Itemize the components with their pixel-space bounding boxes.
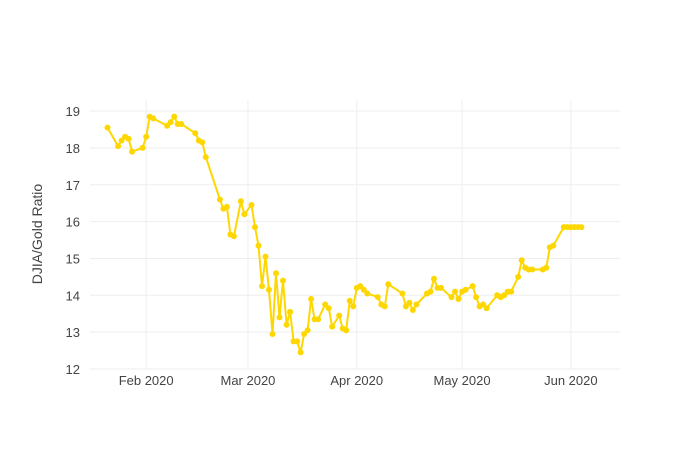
data-point[interactable] [269, 331, 276, 337]
data-point[interactable] [438, 284, 444, 291]
data-point[interactable] [329, 323, 336, 330]
data-point[interactable] [115, 143, 122, 150]
data-point[interactable] [283, 321, 290, 328]
data-point[interactable] [178, 121, 185, 127]
data-point[interactable] [550, 242, 557, 249]
data-point[interactable] [346, 297, 353, 304]
data-point[interactable] [230, 233, 237, 240]
data-point[interactable] [276, 314, 283, 321]
data-point[interactable] [483, 305, 490, 312]
data-point[interactable] [508, 288, 515, 295]
data-point[interactable] [171, 113, 178, 120]
data-point[interactable] [315, 316, 322, 323]
data-point[interactable] [399, 290, 406, 297]
data-point[interactable] [252, 224, 258, 231]
y-axis: 12 13 14 15 16 17 18 19 [66, 104, 80, 377]
series-line [106, 115, 582, 354]
y-tick-label: 15 [66, 251, 80, 266]
data-point[interactable] [167, 119, 174, 126]
data-point[interactable] [192, 130, 199, 137]
data-point[interactable] [336, 312, 343, 319]
data-point[interactable] [237, 198, 244, 205]
x-tick-label: May 2020 [434, 373, 491, 388]
data-point[interactable] [427, 288, 434, 295]
x-tick-label: Feb 2020 [119, 373, 174, 388]
data-point[interactable] [280, 277, 286, 284]
data-point[interactable] [374, 294, 381, 301]
y-tick-label: 19 [66, 104, 80, 119]
data-point[interactable] [266, 286, 272, 293]
data-point[interactable] [473, 294, 480, 301]
data-point[interactable] [462, 286, 469, 293]
data-point[interactable] [325, 305, 332, 312]
data-point[interactable] [385, 281, 392, 288]
grid-layer [90, 100, 620, 370]
data-point[interactable] [343, 327, 350, 334]
y-tick-label: 14 [66, 288, 80, 303]
data-point[interactable] [216, 196, 223, 203]
series-layer [104, 113, 585, 356]
data-point[interactable] [364, 290, 371, 297]
data-point[interactable] [543, 264, 550, 271]
data-point[interactable] [455, 296, 462, 302]
data-point[interactable] [452, 288, 458, 295]
data-point[interactable] [518, 257, 525, 264]
data-point[interactable] [104, 124, 111, 131]
data-point[interactable] [223, 203, 230, 210]
data-point[interactable] [448, 294, 455, 301]
x-tick-label: Jun 2020 [544, 373, 598, 388]
data-point[interactable] [259, 283, 265, 290]
data-point[interactable] [125, 135, 132, 142]
data-point[interactable] [294, 338, 301, 345]
data-point[interactable] [406, 299, 413, 306]
data-point[interactable] [139, 144, 146, 151]
data-point[interactable] [308, 296, 315, 302]
data-point[interactable] [255, 242, 262, 249]
data-point[interactable] [297, 349, 304, 356]
data-point[interactable] [409, 307, 416, 313]
data-point[interactable] [129, 148, 136, 155]
data-point[interactable] [578, 224, 585, 231]
y-tick-label: 18 [66, 141, 80, 156]
y-tick-label: 17 [66, 178, 80, 193]
data-point[interactable] [241, 211, 248, 218]
x-axis: Feb 2020 Mar 2020 Apr 2020 May 2020 Jun 2020 [119, 373, 598, 388]
data-point[interactable] [273, 270, 279, 277]
data-point[interactable] [199, 139, 206, 146]
data-point[interactable] [381, 303, 388, 310]
data-point[interactable] [248, 202, 255, 208]
y-tick-label: 16 [66, 215, 80, 230]
y-tick-label: 13 [66, 325, 80, 340]
data-point[interactable] [150, 115, 157, 122]
x-tick-label: Mar 2020 [220, 373, 275, 388]
y-axis-title: DJIA/Gold Ratio [29, 184, 45, 285]
data-point[interactable] [287, 308, 294, 315]
data-point[interactable] [350, 303, 357, 310]
data-point[interactable] [431, 275, 437, 282]
x-tick-label: Apr 2020 [330, 373, 383, 388]
y-tick-label: 12 [66, 362, 80, 377]
data-point[interactable] [143, 133, 150, 140]
data-point[interactable] [304, 327, 311, 334]
data-point[interactable] [529, 266, 536, 273]
data-point[interactable] [469, 283, 476, 290]
data-point[interactable] [262, 253, 269, 260]
data-point[interactable] [515, 273, 522, 280]
data-point[interactable] [413, 301, 420, 308]
data-point[interactable] [202, 154, 209, 161]
